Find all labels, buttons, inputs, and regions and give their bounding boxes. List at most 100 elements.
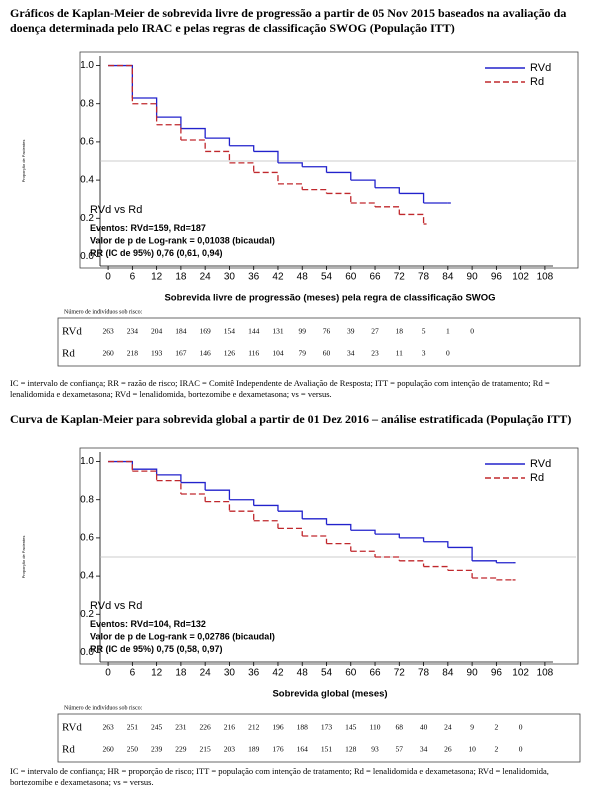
x-tick-label: 42 xyxy=(272,668,284,679)
y-tick-label: 1.0 xyxy=(80,456,94,467)
x-tick-label: 18 xyxy=(175,668,187,679)
x-tick-label: 30 xyxy=(224,668,236,679)
survival-step xyxy=(108,64,134,98)
risk-count: 1 xyxy=(446,327,450,336)
survival-step xyxy=(277,183,303,190)
risk-count: 229 xyxy=(175,745,187,754)
survival-step xyxy=(108,460,134,472)
risk-count: 215 xyxy=(200,745,212,754)
survival-step xyxy=(180,493,206,502)
survival-step xyxy=(205,500,231,512)
y-tick-label: 0.0 xyxy=(80,647,94,658)
annotation: Eventos: RVd=104, Rd=132 xyxy=(90,619,206,629)
risk-count: 245 xyxy=(151,723,163,732)
risk-count: 0 xyxy=(470,327,474,336)
risk-count: 263 xyxy=(102,723,114,732)
annotation: Eventos: RVd=159, Rd=187 xyxy=(90,223,206,233)
x-tick-label: 54 xyxy=(321,272,333,283)
annotation: RR (IC de 95%) 0,75 (0,58, 0,97) xyxy=(90,644,223,654)
risk-count: 0 xyxy=(519,723,523,732)
survival-step xyxy=(472,560,498,563)
x-tick-label: 24 xyxy=(200,272,212,283)
risk-count: 9 xyxy=(470,723,474,732)
survival-step xyxy=(326,523,352,531)
risk-count: 196 xyxy=(272,723,284,732)
x-tick-label: 108 xyxy=(537,272,554,283)
risk-count: 10 xyxy=(468,745,476,754)
survival-step xyxy=(132,470,158,481)
y-axis-label: Proporção de Pacientes xyxy=(21,536,26,579)
risk-count: 226 xyxy=(200,723,212,732)
risk-count: 176 xyxy=(272,745,284,754)
x-tick-label: 48 xyxy=(297,272,309,283)
survival-step xyxy=(277,162,303,167)
survival-step xyxy=(229,162,255,173)
x-tick-label: 60 xyxy=(345,668,357,679)
x-tick-label: 6 xyxy=(130,272,136,283)
survival-step xyxy=(277,510,303,519)
risk-count: 57 xyxy=(396,745,404,754)
y-tick-label: 0.6 xyxy=(80,533,94,544)
survival-step xyxy=(375,533,400,538)
risk-count: 131 xyxy=(272,327,284,336)
survival-step xyxy=(253,150,279,163)
x-tick-label: 18 xyxy=(175,272,187,283)
risk-count: 193 xyxy=(151,349,163,358)
survival-step xyxy=(229,145,255,152)
x-tick-label: 36 xyxy=(248,668,260,679)
x-axis-label: Sobrevida global (meses) xyxy=(272,689,387,700)
x-tick-label: 102 xyxy=(512,668,529,679)
risk-count: 189 xyxy=(248,745,260,754)
x-tick-label: 66 xyxy=(369,272,381,283)
x-tick-label: 54 xyxy=(321,668,333,679)
survival-step xyxy=(156,479,182,494)
annotation: RVd vs Rd xyxy=(90,600,142,612)
survival-step xyxy=(447,569,473,578)
x-tick-label: 102 xyxy=(512,272,529,283)
risk-count: 204 xyxy=(151,327,163,336)
y-tick-label: 0.4 xyxy=(80,175,94,186)
survival-step xyxy=(302,188,328,194)
x-tick-label: 90 xyxy=(467,272,479,283)
risk-count: 0 xyxy=(519,745,523,754)
x-tick-label: 78 xyxy=(418,668,430,679)
y-tick-label: 0.2 xyxy=(80,609,94,620)
risk-count: 23 xyxy=(371,349,379,358)
x-tick-label: 30 xyxy=(224,272,236,283)
risk-table-title: Número de indivíduos sob risco: xyxy=(64,705,143,711)
survival-step xyxy=(132,103,158,125)
risk-count: 18 xyxy=(396,327,404,336)
survival-step xyxy=(180,127,206,139)
risk-count: 250 xyxy=(127,745,139,754)
survival-step xyxy=(302,535,328,544)
survival-step xyxy=(399,537,425,542)
y-tick-label: 0.6 xyxy=(80,137,94,148)
x-tick-label: 60 xyxy=(345,272,357,283)
risk-row-label: RVd xyxy=(62,722,82,734)
survival-step xyxy=(375,206,400,215)
legend-label: Rd xyxy=(530,472,544,484)
survival-step xyxy=(229,499,255,506)
risk-count: 251 xyxy=(127,723,139,732)
risk-count: 5 xyxy=(422,327,426,336)
risk-count: 239 xyxy=(151,745,163,754)
survival-step xyxy=(350,550,376,557)
legend-label: RVd xyxy=(530,62,551,74)
risk-count: 260 xyxy=(102,745,114,754)
survival-step xyxy=(447,546,473,561)
survival-step xyxy=(156,124,182,140)
risk-count: 104 xyxy=(272,349,284,358)
survival-step xyxy=(180,139,206,152)
annotation: RR (IC de 95%) 0,76 (0,61, 0,94) xyxy=(90,248,223,258)
survival-step xyxy=(277,527,303,536)
x-tick-label: 0 xyxy=(105,668,111,679)
risk-count: 154 xyxy=(224,327,236,336)
risk-count: 184 xyxy=(175,327,187,336)
legend-label: Rd xyxy=(530,76,544,88)
y-tick-label: 0.0 xyxy=(80,251,94,262)
survival-step xyxy=(108,64,134,104)
survival-step xyxy=(205,150,231,163)
risk-count: 212 xyxy=(248,723,260,732)
survival-step xyxy=(180,481,206,491)
